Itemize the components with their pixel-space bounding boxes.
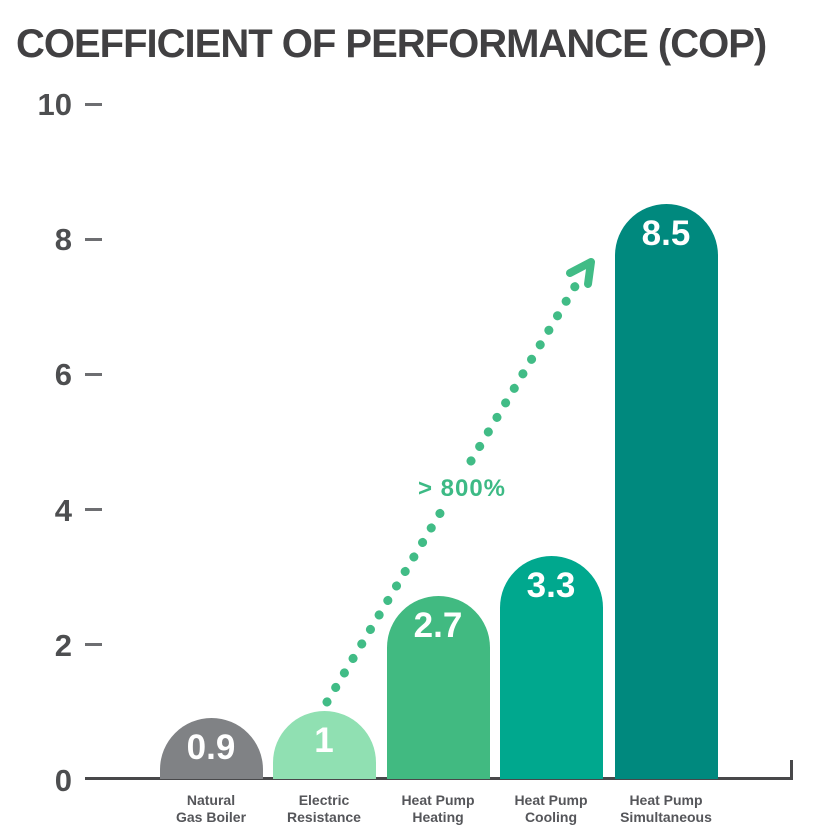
y-tick-label-0: 0	[54, 763, 72, 798]
category-label-heat-pump-simultaneous: Heat Pump Simultaneous	[620, 792, 712, 825]
arrowhead-icon	[566, 258, 595, 288]
y-tick-mark-4	[85, 508, 102, 512]
growth-annotation: > 800%	[418, 475, 506, 502]
y-tick-mark-6	[85, 372, 102, 376]
x-axis-end-tick	[790, 760, 793, 780]
bar-heat-pump-simultaneous: 8.5	[614, 204, 718, 779]
bar-heat-pump-cooling: 3.3	[499, 556, 603, 779]
bar-electric-resistance: 1	[272, 711, 376, 779]
y-tick-label-8: 8	[54, 222, 72, 258]
y-tick-mark-8	[85, 237, 102, 241]
y-tick-mark-10	[85, 102, 102, 106]
category-label-electric-resistance: Electric Resistance	[287, 792, 361, 825]
bar-value-heat-pump-simultaneous: 8.5	[641, 214, 691, 253]
y-tick-label-2: 2	[54, 627, 72, 663]
bar-natural-gas-boiler: 0.9	[159, 718, 263, 779]
bar-value-natural-gas-boiler: 0.9	[186, 728, 236, 767]
y-tick-label-10: 10	[37, 87, 72, 122]
category-label-heat-pump-heating: Heat Pump Heating	[401, 792, 475, 825]
bar-value-electric-resistance: 1	[314, 721, 334, 760]
y-tick-label-6: 6	[54, 357, 72, 393]
bar-heat-pump-heating: 2.7	[386, 596, 490, 779]
dotted-arrow-segment-upper	[466, 273, 585, 466]
bar-value-heat-pump-heating: 2.7	[413, 606, 463, 645]
chart-title: COEFFICIENT OF PERFORMANCE (COP)	[16, 22, 767, 66]
y-tick-mark-2	[85, 643, 102, 647]
category-label-natural-gas-boiler: Natural Gas Boiler	[175, 792, 247, 825]
category-label-heat-pump-cooling: Heat Pump Cooling	[514, 792, 588, 825]
bar-value-heat-pump-cooling: 3.3	[526, 566, 576, 605]
y-tick-label-4: 4	[54, 492, 72, 528]
